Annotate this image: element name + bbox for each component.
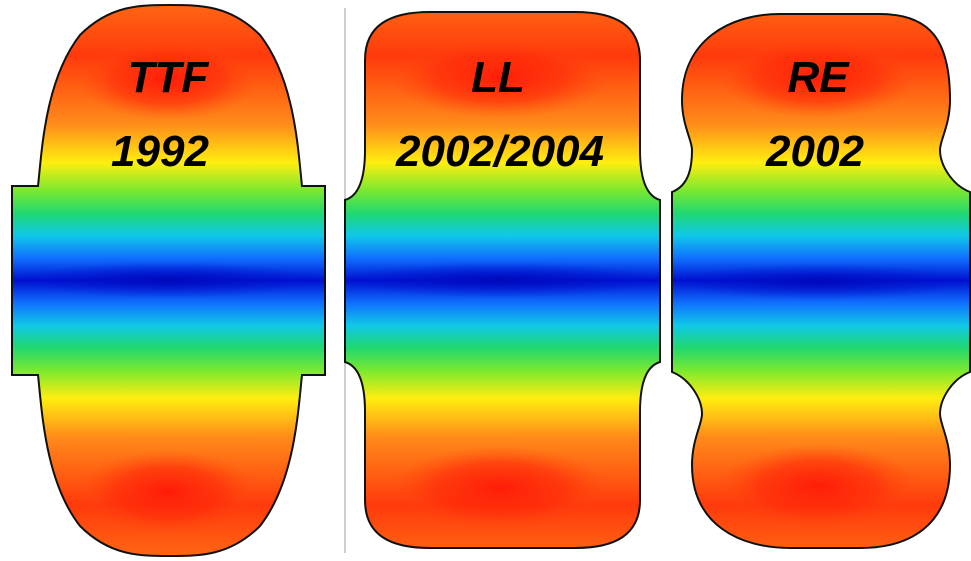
cavity-ttf-outline bbox=[11, 3, 326, 557]
cavity-ll: LL 2002/2004 bbox=[344, 11, 661, 549]
cavity-re: RE 2002 bbox=[671, 13, 971, 549]
cavity-re-outline bbox=[671, 13, 971, 549]
cavity-ttf-name: TTF bbox=[128, 53, 210, 102]
cavity-ll-year: 2002/2004 bbox=[395, 127, 604, 176]
cavity-ll-outline bbox=[344, 11, 661, 549]
cavity-ttf: TTF 1992 bbox=[11, 3, 326, 557]
cavity-ll-name: LL bbox=[471, 53, 525, 102]
cavity-re-year: 2002 bbox=[765, 127, 864, 176]
cavity-ttf-year: 1992 bbox=[111, 127, 209, 176]
cavity-re-name: RE bbox=[787, 53, 850, 102]
